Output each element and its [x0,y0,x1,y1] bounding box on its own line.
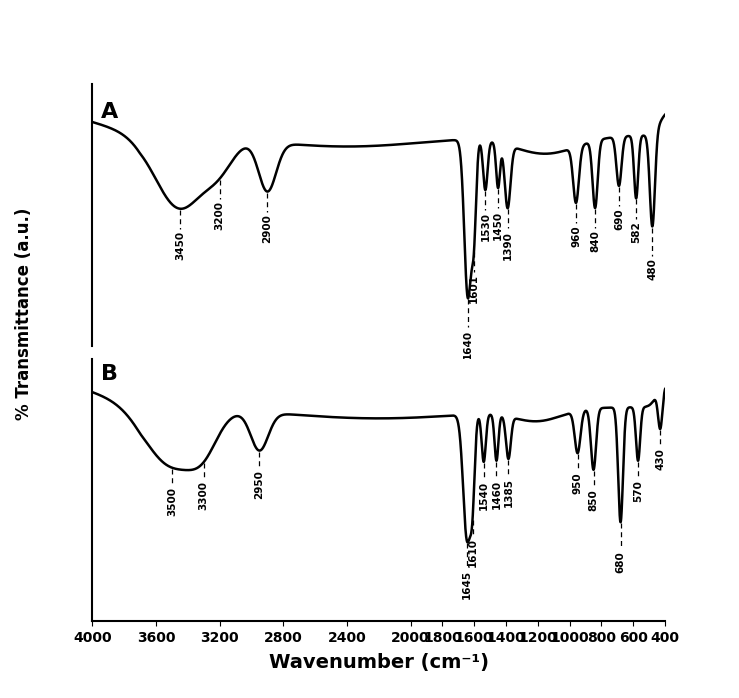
Text: 1645: 1645 [462,570,472,600]
Text: % Transmittance (a.u.): % Transmittance (a.u.) [15,208,33,420]
Text: 570: 570 [633,480,643,502]
Text: 1540: 1540 [479,481,488,510]
Text: 1385: 1385 [503,478,514,507]
Text: B: B [101,364,118,385]
Text: 850: 850 [588,489,599,511]
Text: 480: 480 [647,258,658,280]
Text: 2900: 2900 [262,214,273,243]
Text: 840: 840 [590,230,600,252]
Text: A: A [101,102,118,122]
Text: 3450: 3450 [175,231,185,260]
Text: 582: 582 [631,221,641,242]
Text: 3500: 3500 [167,487,177,516]
Text: 1450: 1450 [493,210,503,239]
Text: 2950: 2950 [254,470,265,498]
Text: 950: 950 [573,473,582,494]
Text: 680: 680 [616,551,625,572]
Text: 3200: 3200 [214,201,225,230]
Text: 1601: 1601 [469,274,479,303]
Text: 1530: 1530 [480,212,491,242]
Text: 1610: 1610 [468,538,477,567]
Text: 1460: 1460 [491,480,502,509]
Text: 1390: 1390 [503,230,513,260]
Text: 3300: 3300 [199,481,208,510]
X-axis label: Wavenumber (cm⁻¹): Wavenumber (cm⁻¹) [269,653,488,672]
Text: 1640: 1640 [463,329,473,359]
Text: 690: 690 [614,208,624,230]
Text: 430: 430 [655,448,665,470]
Text: 960: 960 [571,225,581,247]
